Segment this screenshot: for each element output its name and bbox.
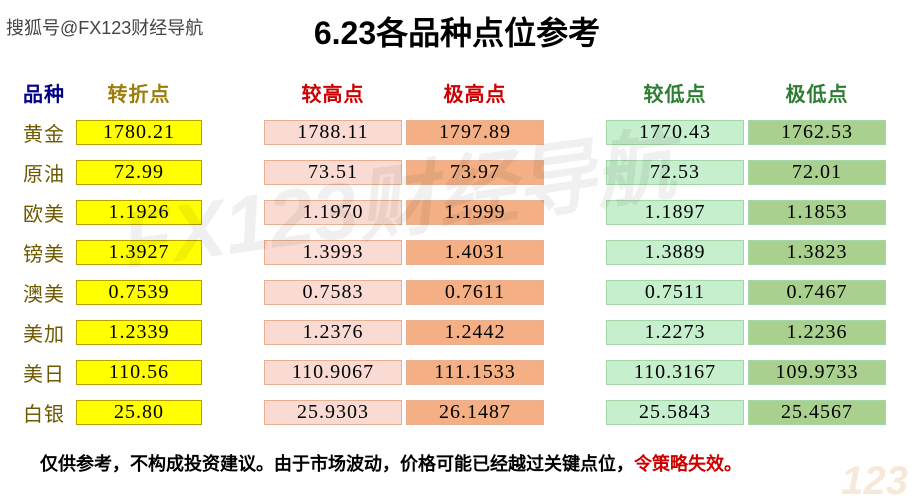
header-high2: 极高点	[406, 78, 544, 107]
table-row: 澳美0.7539 0.75830.7611 0.75110.7467	[12, 272, 902, 312]
cell-pivot: 110.56	[76, 360, 202, 385]
cell-high1: 25.9303	[264, 400, 402, 425]
cell-pivot: 72.99	[76, 160, 202, 185]
cell-instrument: 美加	[12, 318, 76, 347]
cell-high1: 1.3993	[264, 240, 402, 265]
cell-pivot: 1.2339	[76, 320, 202, 345]
cell-high2: 0.7611	[406, 280, 544, 305]
disclaimer: 仅供参考，不构成投资建议。由于市场波动，价格可能已经越过关键点位，令策略失效。	[40, 450, 874, 476]
header-instrument: 品种	[12, 78, 76, 107]
cell-high1: 1788.11	[264, 120, 402, 145]
cell-high2: 73.97	[406, 160, 544, 185]
table-row: 美加1.2339 1.23761.2442 1.22731.2236	[12, 312, 902, 352]
corner-watermark: 123	[841, 459, 908, 502]
cell-high2: 111.1533	[406, 360, 544, 385]
cell-high2: 1.2442	[406, 320, 544, 345]
header-pivot: 转折点	[76, 78, 202, 107]
cell-low1: 1.2273	[606, 320, 744, 345]
cell-instrument: 澳美	[12, 278, 76, 307]
cell-low2: 72.01	[748, 160, 886, 185]
table-row: 白银25.80 25.930326.1487 25.584325.4567	[12, 392, 902, 432]
table-row: 镑美1.3927 1.39931.4031 1.38891.3823	[12, 232, 902, 272]
cell-pivot: 1.1926	[76, 200, 202, 225]
cell-low1: 25.5843	[606, 400, 744, 425]
cell-instrument: 美日	[12, 358, 76, 387]
cell-instrument: 原油	[12, 158, 76, 187]
header-low2: 极低点	[748, 78, 886, 107]
cell-instrument: 欧美	[12, 198, 76, 227]
cell-low1: 1770.43	[606, 120, 744, 145]
cell-low1: 1.3889	[606, 240, 744, 265]
table-row: 美日110.56 110.9067111.1533 110.3167109.9733	[12, 352, 902, 392]
cell-low2: 1.3823	[748, 240, 886, 265]
source-label: 搜狐号@FX123财经导航	[6, 14, 203, 40]
table-row: 欧美1.1926 1.19701.1999 1.18971.1853	[12, 192, 902, 232]
cell-instrument: 镑美	[12, 238, 76, 267]
table-header-row: 品种 转折点 较高点 极高点 较低点 极低点	[12, 72, 902, 112]
cell-low1: 0.7511	[606, 280, 744, 305]
cell-high1: 110.9067	[264, 360, 402, 385]
cell-low2: 0.7467	[748, 280, 886, 305]
cell-high1: 0.7583	[264, 280, 402, 305]
cell-low1: 72.53	[606, 160, 744, 185]
cell-high2: 26.1487	[406, 400, 544, 425]
cell-instrument: 白银	[12, 398, 76, 427]
cell-pivot: 0.7539	[76, 280, 202, 305]
cell-low2: 25.4567	[748, 400, 886, 425]
cell-pivot: 1.3927	[76, 240, 202, 265]
cell-high1: 1.2376	[264, 320, 402, 345]
cell-high2: 1.4031	[406, 240, 544, 265]
cell-pivot: 1780.21	[76, 120, 202, 145]
table-row: 黄金1780.21 1788.111797.89 1770.431762.53	[12, 112, 902, 152]
cell-low1: 110.3167	[606, 360, 744, 385]
disclaimer-main: 仅供参考，不构成投资建议。由于市场波动，价格可能已经越过关键点位，	[40, 454, 634, 474]
cell-low2: 109.9733	[748, 360, 886, 385]
cell-instrument: 黄金	[12, 118, 76, 147]
cell-high1: 73.51	[264, 160, 402, 185]
cell-high1: 1.1970	[264, 200, 402, 225]
cell-low2: 1.1853	[748, 200, 886, 225]
cell-high2: 1.1999	[406, 200, 544, 225]
header-low1: 较低点	[606, 78, 744, 107]
cell-pivot: 25.80	[76, 400, 202, 425]
cell-low2: 1.2236	[748, 320, 886, 345]
cell-low1: 1.1897	[606, 200, 744, 225]
cell-high2: 1797.89	[406, 120, 544, 145]
disclaimer-warn: 令策略失效。	[634, 454, 742, 474]
table-row: 原油72.99 73.5173.97 72.5372.01	[12, 152, 902, 192]
price-table: 品种 转折点 较高点 极高点 较低点 极低点 黄金1780.211788.111…	[12, 72, 902, 432]
cell-low2: 1762.53	[748, 120, 886, 145]
header-high1: 较高点	[264, 78, 402, 107]
